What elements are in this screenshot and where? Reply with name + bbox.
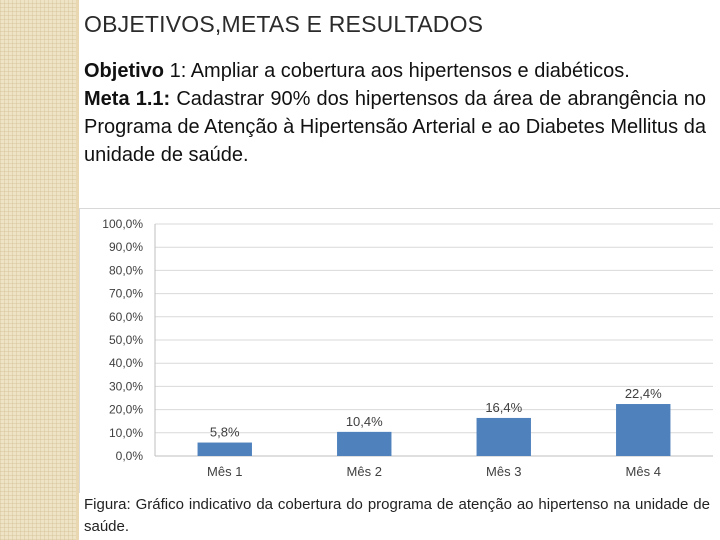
objective-paragraph: Objetivo 1: Ampliar a cobertura aos hipe…: [84, 57, 706, 85]
figure-caption: Figura: Gráfico indicativo da cobertura …: [84, 494, 710, 538]
data-label: 10,4%: [346, 414, 383, 429]
y-tick-label: 50,0%: [109, 333, 143, 347]
slide-title: OBJETIVOS,METAS E RESULTADOS: [84, 11, 484, 37]
meta-paragraph: Meta 1.1: Cadastrar 90% dos hipertensos …: [84, 85, 706, 169]
y-tick-label: 20,0%: [109, 403, 143, 417]
y-tick-label: 90,0%: [109, 240, 143, 254]
y-tick-label: 0,0%: [116, 449, 144, 463]
y-tick-label: 80,0%: [109, 263, 143, 277]
objective-description: : Ampliar a cobertura aos hipertensos e …: [180, 60, 630, 82]
meta-label: Meta 1.1:: [84, 88, 171, 110]
y-tick-label: 60,0%: [109, 310, 143, 324]
caption-text: Figura: Gráfico indicativo da cobertura …: [84, 496, 710, 535]
objective-label: Objetivo: [84, 60, 165, 82]
data-label: 5,8%: [210, 425, 240, 440]
bar: [197, 442, 252, 456]
meta-description: Cadastrar 90% dos hipertensos da área de…: [84, 88, 706, 166]
y-tick-label: 70,0%: [109, 287, 143, 301]
data-label: 22,4%: [625, 386, 662, 401]
y-tick-label: 100,0%: [102, 217, 143, 231]
x-tick-label: Mês 1: [207, 464, 242, 479]
y-tick-label: 10,0%: [109, 426, 143, 440]
bar: [476, 417, 531, 456]
data-label: 16,4%: [485, 400, 522, 415]
y-tick-label: 30,0%: [109, 379, 143, 393]
objective-text-block: Objetivo 1: Ampliar a cobertura aos hipe…: [84, 57, 706, 169]
side-divider: [76, 0, 79, 540]
x-tick-label: Mês 4: [626, 464, 661, 479]
x-tick-label: Mês 3: [486, 464, 521, 479]
coverage-chart: 0,0% 10,0% 20,0% 30,0% 40,0% 50,0% 60,0% 70,0% 8…: [79, 208, 720, 493]
coverage-bar-chart: 0,0% 10,0% 20,0% 30,0% 40,0% 50,0% 60,0% 70,0% 8…: [102, 217, 713, 479]
side-decoration: [0, 0, 76, 540]
bar: [337, 431, 392, 456]
x-tick-label: Mês 2: [347, 464, 382, 479]
bar: [616, 404, 671, 456]
y-tick-label: 40,0%: [109, 356, 143, 370]
objective-number: 1: [169, 60, 181, 82]
